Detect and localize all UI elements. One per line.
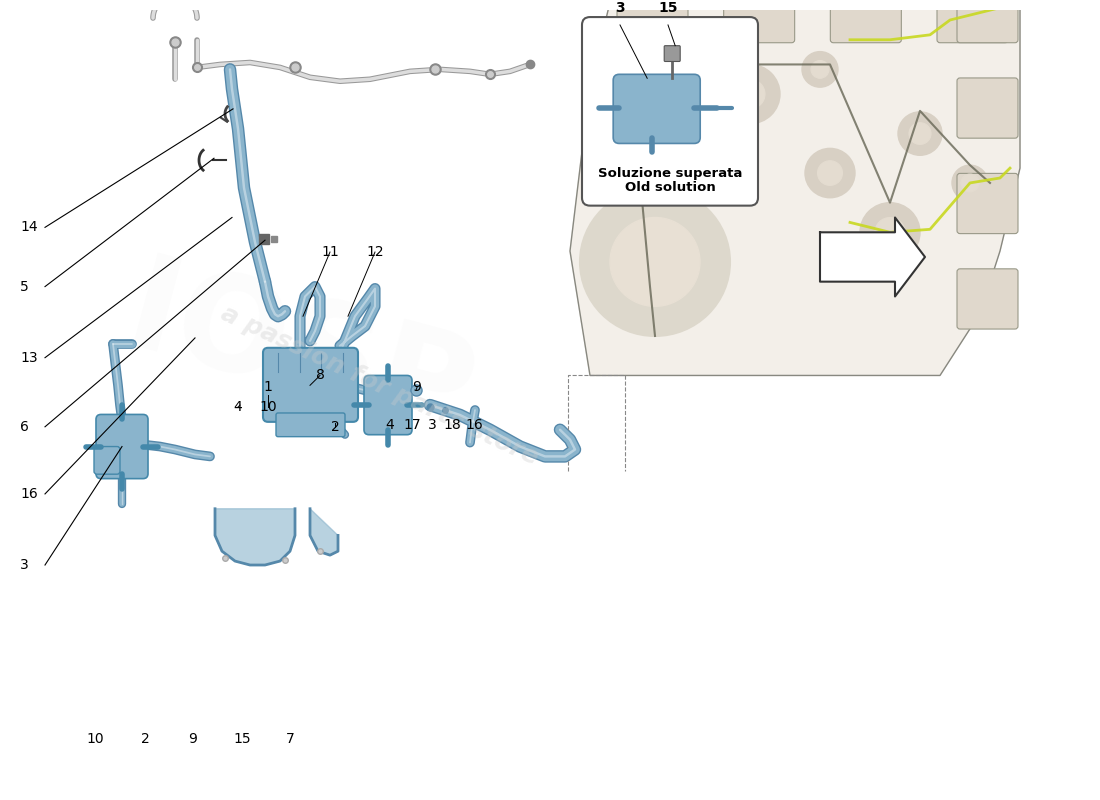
Circle shape	[898, 112, 942, 155]
Circle shape	[811, 61, 829, 78]
Text: Soluzione superata: Soluzione superata	[597, 166, 743, 179]
FancyBboxPatch shape	[617, 0, 688, 42]
Text: 15: 15	[233, 732, 251, 746]
Circle shape	[860, 202, 920, 262]
Text: Old solution: Old solution	[625, 182, 715, 194]
Text: a passion for parts store: a passion for parts store	[218, 301, 542, 470]
FancyBboxPatch shape	[94, 446, 120, 474]
Text: 3: 3	[428, 418, 437, 432]
Text: 4: 4	[386, 418, 395, 432]
Text: 9: 9	[188, 732, 197, 746]
Text: 9: 9	[412, 380, 421, 394]
Circle shape	[874, 218, 905, 247]
Circle shape	[735, 79, 764, 109]
Text: 5: 5	[20, 279, 29, 294]
Circle shape	[952, 165, 988, 201]
FancyBboxPatch shape	[957, 269, 1018, 329]
Polygon shape	[214, 509, 295, 565]
Text: 2: 2	[141, 732, 150, 746]
FancyBboxPatch shape	[830, 0, 901, 42]
Text: 11: 11	[321, 245, 339, 259]
Text: 4: 4	[233, 400, 242, 414]
Circle shape	[802, 52, 838, 87]
Circle shape	[817, 161, 843, 186]
Text: 2: 2	[331, 420, 340, 434]
FancyBboxPatch shape	[364, 375, 412, 434]
Polygon shape	[820, 218, 925, 297]
Circle shape	[961, 174, 979, 192]
Text: 16: 16	[465, 418, 483, 432]
Text: IOSP: IOSP	[113, 249, 487, 462]
Circle shape	[610, 218, 700, 306]
Text: 14: 14	[20, 220, 37, 234]
Circle shape	[909, 122, 931, 145]
FancyBboxPatch shape	[263, 348, 358, 422]
Circle shape	[580, 188, 730, 336]
FancyBboxPatch shape	[613, 74, 701, 143]
Text: 18: 18	[443, 418, 461, 432]
Text: 8: 8	[316, 369, 324, 382]
Text: 17: 17	[404, 418, 421, 432]
Text: 12: 12	[366, 245, 384, 259]
Circle shape	[623, 116, 658, 151]
Circle shape	[805, 148, 855, 198]
Circle shape	[720, 65, 780, 124]
FancyBboxPatch shape	[937, 0, 1008, 42]
Text: 15: 15	[658, 1, 678, 15]
Text: 1: 1	[264, 380, 273, 394]
Polygon shape	[570, 0, 1020, 375]
Text: 10: 10	[260, 400, 277, 414]
Text: 3: 3	[615, 1, 625, 15]
FancyBboxPatch shape	[957, 0, 1018, 42]
FancyBboxPatch shape	[724, 0, 794, 42]
FancyBboxPatch shape	[664, 46, 680, 62]
Text: 16: 16	[20, 487, 37, 501]
Text: 10: 10	[86, 732, 103, 746]
Text: 3: 3	[20, 558, 29, 572]
Text: 7: 7	[286, 732, 295, 746]
FancyBboxPatch shape	[96, 414, 148, 478]
Text: 6: 6	[20, 420, 29, 434]
Circle shape	[605, 99, 675, 168]
FancyBboxPatch shape	[582, 17, 758, 206]
FancyBboxPatch shape	[957, 174, 1018, 234]
Text: 13: 13	[20, 350, 37, 365]
Polygon shape	[310, 509, 338, 555]
FancyBboxPatch shape	[276, 413, 345, 437]
FancyBboxPatch shape	[957, 78, 1018, 138]
